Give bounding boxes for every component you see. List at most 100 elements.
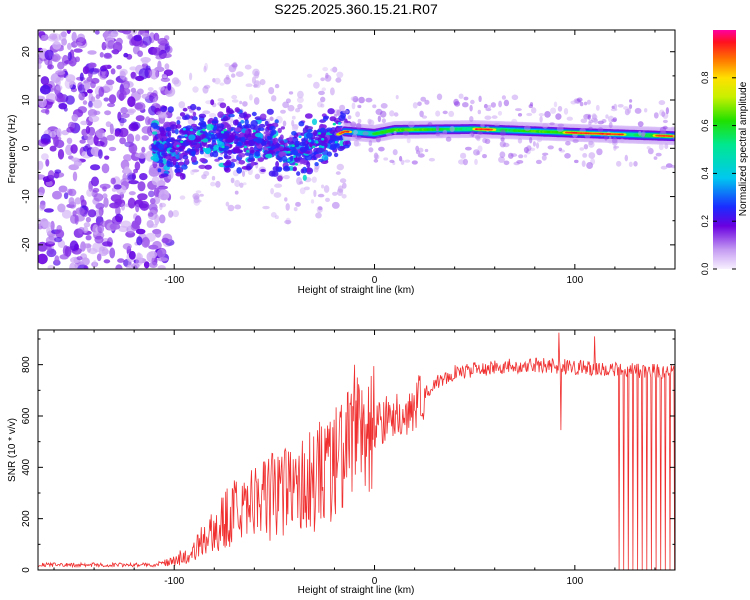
heatmap-cell: [172, 210, 179, 218]
heatmap-cell: [306, 73, 313, 78]
heatmap-cell: [445, 136, 452, 142]
heatmap-cell: [670, 165, 675, 169]
heatmap-cell: [247, 136, 254, 140]
heatmap-cell: [613, 103, 618, 110]
heatmap-cell: [217, 156, 224, 160]
heatmap-cell: [124, 166, 130, 175]
heatmap-cell: [79, 72, 84, 82]
heatmap-cell: [570, 100, 577, 105]
heatmap-cell: [330, 68, 337, 72]
heatmap-cell: [329, 116, 337, 122]
heatmap-cell: [274, 183, 283, 188]
heatmap-cell: [219, 137, 223, 142]
heatmap-cell: [277, 127, 282, 134]
heatmap-cell: [66, 30, 71, 34]
heatmap-cell: [273, 192, 282, 198]
heatmap-cell: [171, 151, 176, 157]
heatmap-cell: [563, 108, 569, 115]
heatmap-cell: [179, 172, 185, 180]
heatmap-cell: [617, 104, 624, 108]
heatmap-cell: [94, 209, 103, 218]
heatmap-cell: [244, 119, 249, 125]
heatmap-cell: [347, 115, 352, 120]
heatmap-cell: [214, 77, 221, 85]
heatmap-cell: [339, 178, 347, 184]
heatmap-cell: [275, 161, 279, 168]
snr-y-tick-label: 400: [21, 459, 32, 476]
heatmap-cell: [109, 123, 114, 135]
heatmap-cell: [208, 113, 217, 118]
heatmap-cell: [460, 152, 467, 159]
heatmap-cell: [155, 111, 164, 115]
heatmap-cell: [225, 74, 230, 80]
snr-frame: [37, 329, 676, 571]
heatmap-cell: [77, 33, 86, 43]
heatmap-cell: [279, 140, 285, 145]
heatmap-cell: [588, 152, 596, 159]
heatmap-cell: [658, 143, 664, 151]
heatmap-cell: [93, 134, 99, 146]
heatmap-cell: [232, 119, 239, 126]
heatmap-cell: [316, 147, 324, 154]
heatmap-cell: [611, 118, 617, 123]
heatmap-cell: [57, 61, 65, 70]
heatmap-cell: [175, 154, 180, 160]
heatmap-cell: [320, 77, 325, 82]
heatmap-cell: [342, 109, 349, 114]
heatmap-y-tick-label: 20: [21, 46, 32, 58]
heatmap-cell: [178, 101, 186, 109]
heatmap-cell: [629, 99, 633, 103]
heatmap-cell: [88, 67, 100, 75]
heatmap-cell: [224, 155, 232, 160]
heatmap-cell: [226, 136, 234, 143]
heatmap-cell: [500, 129, 506, 137]
heatmap-cell: [83, 265, 89, 269]
heatmap-cell: [375, 136, 381, 143]
heatmap-cell: [254, 80, 261, 89]
heatmap-cell: [85, 216, 91, 223]
heatmap-cell: [274, 119, 279, 124]
heatmap-cell: [134, 102, 143, 110]
heatmap-cell: [87, 50, 97, 55]
heatmap-cell: [246, 149, 250, 154]
heatmap-cell: [318, 90, 325, 96]
heatmap-cell: [271, 95, 277, 102]
heatmap-cell: [342, 182, 347, 189]
heatmap-cell: [96, 253, 102, 262]
heatmap-cell: [117, 111, 122, 122]
heatmap-cell: [170, 137, 175, 142]
heatmap-cell: [368, 147, 374, 153]
heatmap-cell: [93, 193, 104, 202]
heatmap-cell: [64, 246, 72, 257]
heatmap-cell: [90, 77, 100, 84]
heatmap-cell: [248, 141, 252, 146]
heatmap-cell: [393, 112, 399, 117]
heatmap-y-tick-label: 0: [21, 145, 32, 151]
heatmap-cell: [289, 146, 296, 151]
heatmap-cell: [367, 118, 372, 125]
colorbar-label: Normalized spectral amplitude: [738, 81, 749, 216]
heatmap-cell: [83, 132, 93, 141]
heatmap-cell: [356, 122, 362, 130]
heatmap-cell: [219, 82, 225, 86]
heatmap-cell: [156, 181, 160, 188]
heatmap-cell: [158, 86, 165, 91]
heatmap-cell: [52, 41, 62, 50]
heatmap-cell: [556, 126, 564, 133]
heatmap-cell: [579, 101, 584, 107]
heatmap-cell: [202, 147, 206, 151]
heatmap-cell: [73, 48, 83, 53]
heatmap-cell: [407, 121, 415, 128]
heatmap-cell: [285, 203, 290, 211]
snr-y-tick-label: 800: [21, 356, 32, 373]
heatmap-cell: [588, 126, 593, 130]
heatmap-cell: [380, 103, 388, 109]
heatmap-cell: [189, 128, 193, 132]
heatmap-cell: [88, 62, 95, 69]
heatmap-cell: [572, 139, 579, 144]
heatmap-cell: [244, 129, 250, 135]
heatmap-cell: [78, 226, 85, 235]
heatmap-cell: [203, 170, 210, 177]
heatmap-cell: [539, 116, 543, 123]
heatmap-cell: [392, 149, 398, 156]
